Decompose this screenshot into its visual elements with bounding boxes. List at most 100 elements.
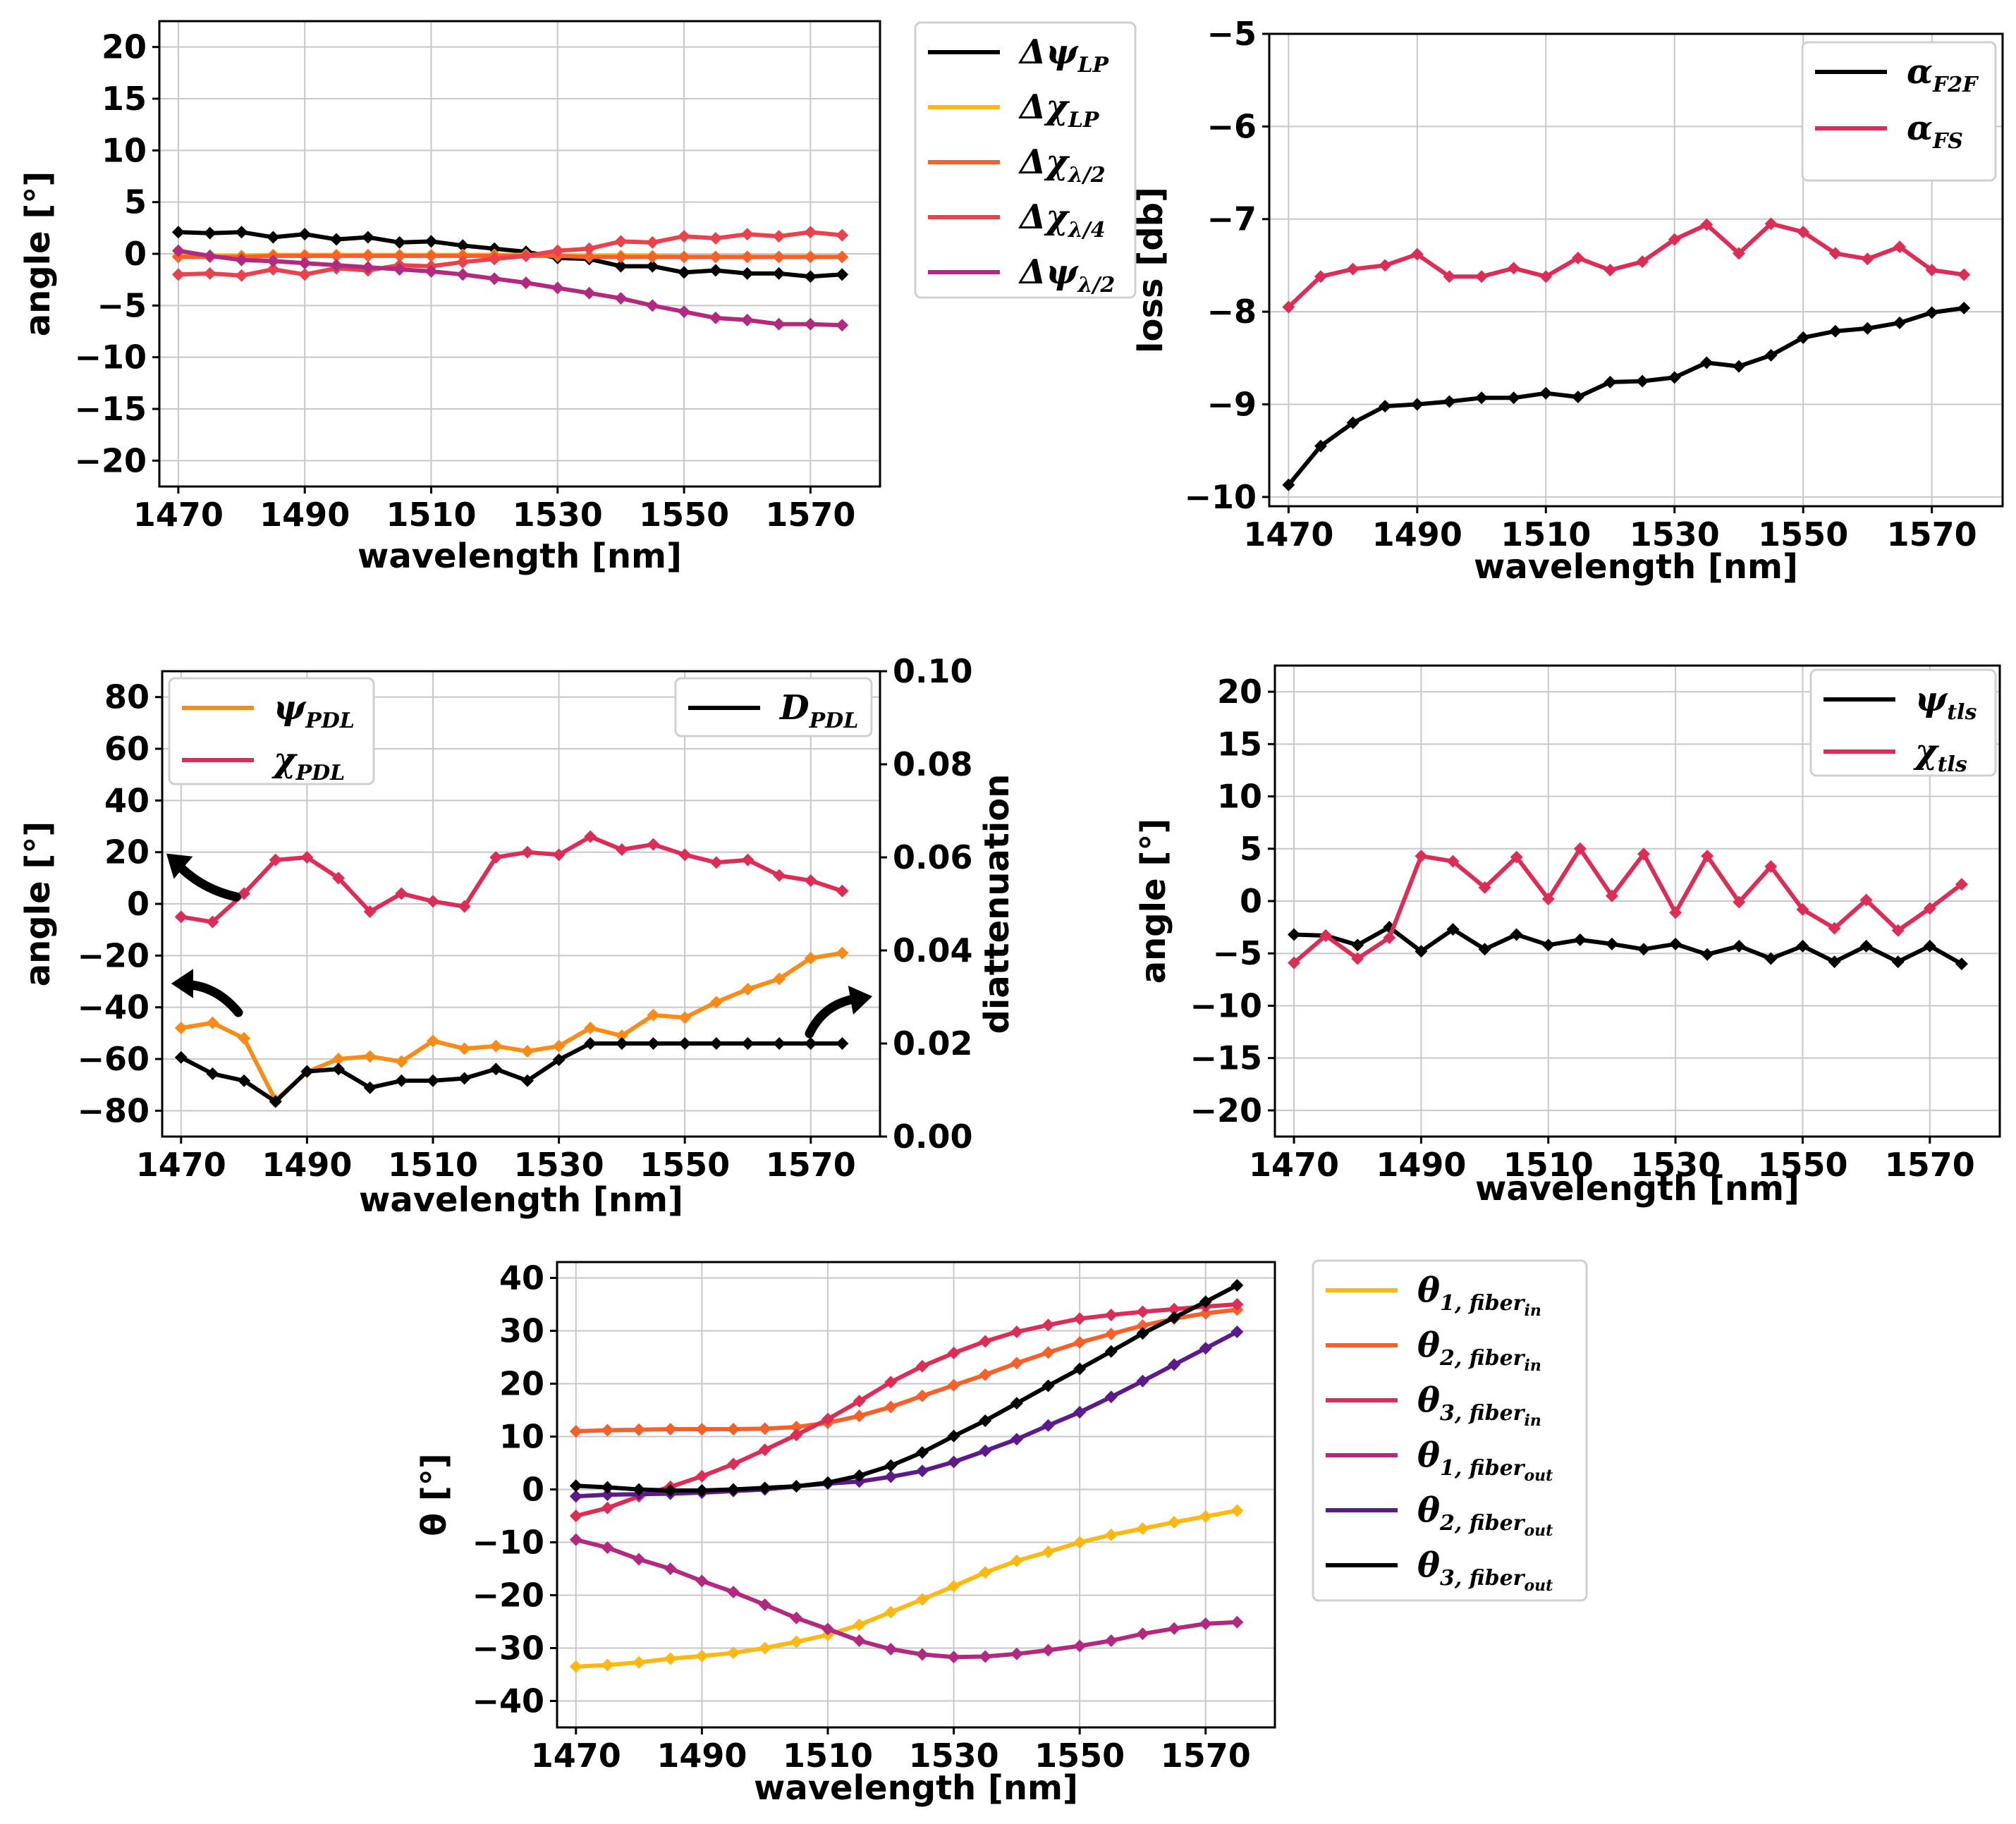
data-point — [1073, 1362, 1087, 1376]
data-point — [727, 1586, 740, 1598]
x-axis-label: wavelength [nm] — [358, 537, 682, 576]
data-point — [741, 853, 755, 867]
y-tick-label: 0 — [124, 235, 147, 273]
data-point — [804, 226, 817, 239]
data-point — [678, 230, 691, 243]
data-point — [1603, 375, 1617, 388]
data-point — [458, 1042, 471, 1055]
legend-box — [1809, 668, 1997, 777]
data-point — [569, 1479, 582, 1493]
data-point — [584, 1037, 597, 1050]
data-point — [424, 249, 438, 262]
data-point — [1861, 252, 1874, 266]
data-point — [1136, 1374, 1149, 1388]
data-point — [758, 1443, 771, 1457]
data-point — [424, 264, 438, 278]
data-point — [1443, 270, 1456, 283]
legend-label-subscript: 3, fiber — [1440, 1401, 1526, 1426]
legend-label-subscript: 1, fiber — [1440, 1291, 1526, 1316]
legend-label-subsubscript: in — [1524, 1357, 1541, 1375]
legend-label: θ2, fiberout — [1417, 1491, 1553, 1540]
series-line-0 — [1292, 925, 1964, 967]
data-point — [1199, 1295, 1212, 1309]
data-point — [1010, 1357, 1023, 1370]
data-point — [235, 226, 248, 239]
data-point — [979, 1444, 992, 1457]
legend-label: DPDL — [778, 688, 858, 733]
data-point — [1605, 889, 1618, 902]
data-point — [1104, 1634, 1118, 1647]
data-point — [772, 250, 786, 264]
data-point — [740, 228, 754, 241]
data-point — [633, 1655, 646, 1669]
series-line-5 — [573, 1283, 1240, 1493]
data-point — [584, 830, 597, 843]
y-tick-label: 80 — [104, 678, 149, 716]
y-tick-label: 20 — [104, 833, 149, 871]
data-point — [853, 1618, 866, 1632]
legend-label-subscript: 1, fiber — [1440, 1456, 1526, 1481]
data-point — [1136, 1327, 1149, 1340]
data-point — [1957, 301, 1971, 314]
data-point — [1828, 955, 1841, 969]
x-tick-label: 1490 — [262, 1146, 352, 1184]
x-axis-label: wavelength [nm] — [359, 1180, 683, 1220]
y-right-tick-label: 0.08 — [893, 745, 973, 783]
data-point — [238, 1032, 251, 1045]
data-point — [915, 1389, 929, 1402]
legend-label: χPDL — [271, 740, 345, 785]
legend-label-subscript: PDL — [305, 709, 355, 733]
data-point — [1475, 270, 1489, 283]
annotation-arrow-head — [166, 853, 193, 879]
data-point — [488, 272, 501, 286]
data-point — [853, 1395, 866, 1408]
data-point — [664, 1484, 677, 1497]
x-tick-label: 1570 — [1885, 1146, 1975, 1184]
data-point — [853, 1634, 866, 1647]
data-point — [646, 299, 659, 312]
data-point — [1351, 952, 1364, 965]
legend-label: αF2F — [1907, 52, 1979, 97]
data-point — [1828, 247, 1842, 260]
data-point — [300, 1065, 314, 1078]
data-point — [601, 1501, 614, 1514]
y-tick-label: 0 — [522, 1471, 544, 1509]
data-point — [646, 250, 659, 264]
data-point — [1319, 929, 1333, 942]
y-axis-label: angle [°] — [18, 171, 58, 337]
data-point — [393, 235, 406, 249]
data-point — [1415, 945, 1428, 958]
data-point — [1168, 1622, 1181, 1635]
y-tick-label: −8 — [1206, 293, 1257, 331]
data-point — [1199, 1306, 1212, 1320]
y-tick-label: −15 — [74, 390, 147, 428]
data-point — [569, 1510, 582, 1522]
data-point — [569, 1533, 582, 1546]
legend-label-subscript: λ/2 — [1067, 163, 1106, 188]
data-point — [424, 235, 438, 248]
data-point — [1041, 1379, 1055, 1393]
data-point — [363, 1081, 377, 1094]
data-point — [1230, 1298, 1244, 1311]
legend-label-symbol: ψ — [274, 688, 307, 728]
data-point — [1230, 1504, 1244, 1517]
data-point — [361, 261, 374, 274]
data-point — [821, 1622, 834, 1636]
data-point — [836, 1037, 849, 1050]
y-tick-label: −20 — [1190, 1091, 1262, 1130]
data-point — [727, 1646, 740, 1660]
data-point — [203, 226, 216, 240]
data-point — [1603, 264, 1617, 276]
data-point — [979, 1368, 992, 1381]
data-point — [1104, 1529, 1118, 1541]
legend-label-symbol: Δχ — [1018, 197, 1070, 237]
legend-label: θ2, fiberin — [1417, 1326, 1541, 1375]
data-point — [584, 1022, 597, 1034]
data-point — [552, 848, 566, 862]
data-point — [979, 1335, 992, 1348]
data-point — [393, 249, 406, 262]
data-point — [773, 869, 786, 882]
data-point — [1282, 300, 1295, 314]
data-point — [758, 1641, 771, 1655]
